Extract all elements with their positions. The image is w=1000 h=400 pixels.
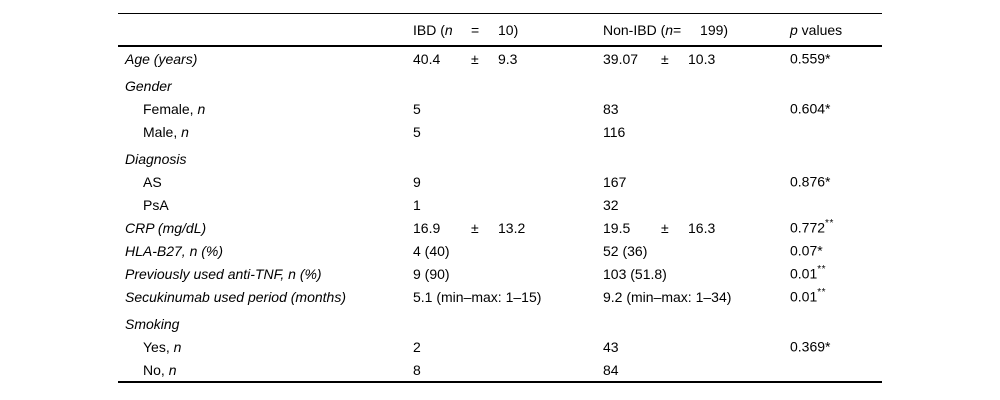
nonibd-value: 43 xyxy=(603,338,619,355)
header-nonibd-count: 199) xyxy=(700,21,729,38)
nonibd-value: 83 xyxy=(603,100,619,117)
ibd-value: 5 xyxy=(413,123,421,140)
row-label: Male, xyxy=(143,123,182,140)
p-significance: ** xyxy=(825,218,834,230)
p-value: 0.07* xyxy=(790,242,823,259)
row-label-n: n xyxy=(173,338,182,355)
table-header-row: IBD (n = 10) Non-IBD (n= 199) p values xyxy=(118,14,882,47)
ibd-value: 2 xyxy=(413,338,421,355)
p-value: 0.772 xyxy=(790,219,826,236)
row-label: Secukinumab used period (months) xyxy=(125,288,347,305)
row-label-n: n xyxy=(197,100,206,117)
table-row-age: Age (years) 40.4 ±9.3 39.07 ±10.3 0.559* xyxy=(118,47,882,70)
nonibd-value: 116 xyxy=(603,123,626,140)
p-value: 0.604* xyxy=(790,100,831,117)
plus-minus: ± xyxy=(471,50,479,67)
header-nonibd-n: n xyxy=(665,21,674,38)
nonibd-value: 39.07 xyxy=(603,50,639,67)
plus-minus: ± xyxy=(661,50,669,67)
nonibd-value: 52 (36) xyxy=(603,242,648,259)
nonibd-sd: 16.3 xyxy=(688,219,716,236)
row-label: No, xyxy=(143,361,169,378)
header-ibd-prefix: IBD ( xyxy=(413,21,445,38)
header-ibd: IBD (n = 10) xyxy=(413,22,603,38)
ibd-value: 1 xyxy=(413,196,421,213)
p-value: 0.369* xyxy=(790,338,831,355)
table-row-gender-section: Gender xyxy=(118,74,882,97)
p-significance: ** xyxy=(817,287,827,299)
nonibd-value: 84 xyxy=(603,361,619,378)
row-label: PsA xyxy=(143,196,169,213)
nonibd-value: 9.2 (min–max: 1–34) xyxy=(603,288,732,305)
header-p-italic: p xyxy=(790,21,798,38)
row-label: Yes, xyxy=(143,338,174,355)
ibd-value: 8 xyxy=(413,361,421,378)
header-p-rest: values xyxy=(797,21,843,38)
ibd-value: 40.4 xyxy=(413,50,441,67)
table-row-smoking-no: No, n 8 84 xyxy=(118,358,882,381)
row-label-n: n xyxy=(181,123,189,140)
ibd-value: 5 xyxy=(413,100,421,117)
nonibd-sd: 10.3 xyxy=(688,50,716,67)
nonibd-value: 32 xyxy=(603,196,619,213)
row-label: CRP (mg/dL) xyxy=(125,219,207,236)
row-label: Gender xyxy=(125,77,172,94)
row-label: AS xyxy=(143,173,162,190)
nonibd-value: 19.5 xyxy=(603,219,631,236)
header-pvalues: p values xyxy=(790,22,882,38)
header-nonibd: Non-IBD (n= 199) xyxy=(603,22,790,38)
table-row-secukinumab: Secukinumab used period (months) 5.1 (mi… xyxy=(118,285,882,308)
plus-minus: ± xyxy=(471,219,479,236)
row-label: Diagnosis xyxy=(125,150,187,167)
header-nonibd-eq: = xyxy=(673,21,682,38)
table-row-female: Female, n 5 83 0.604* xyxy=(118,97,882,120)
ibd-sd: 13.2 xyxy=(498,219,526,236)
nonibd-value: 103 (51.8) xyxy=(603,265,667,282)
table-row-antitnf: Previously used anti-TNF, n (%) 9 (90) 1… xyxy=(118,262,882,285)
header-ibd-count: 10) xyxy=(498,21,519,38)
p-significance: ** xyxy=(817,264,827,276)
ibd-value: 9 xyxy=(413,173,421,190)
p-value: 0.876* xyxy=(790,173,831,190)
ibd-sd: 9.3 xyxy=(498,50,518,67)
table-row-diagnosis-section: Diagnosis xyxy=(118,147,882,170)
ibd-value: 4 (40) xyxy=(413,242,450,259)
row-label: Female, xyxy=(143,100,198,117)
row-label: Age (years) xyxy=(125,50,198,67)
table-row-smoking-yes: Yes, n 2 43 0.369* xyxy=(118,335,882,358)
header-ibd-eq: = xyxy=(471,21,480,38)
header-nonibd-prefix: Non-IBD ( xyxy=(603,21,666,38)
row-label: HLA-B27, n (%) xyxy=(125,242,224,259)
nonibd-value: 167 xyxy=(603,173,627,190)
row-label-n: n xyxy=(168,361,177,378)
plus-minus: ± xyxy=(661,219,669,236)
p-value: 0.559* xyxy=(790,50,831,67)
table-row-as: AS 9 167 0.876* xyxy=(118,170,882,193)
table-row-male: Male, n 5 116 xyxy=(118,120,882,143)
p-value: 0.01 xyxy=(790,288,818,305)
header-ibd-n: n xyxy=(444,21,453,38)
row-label: Smoking xyxy=(125,315,180,332)
ibd-value: 5.1 (min–max: 1–15) xyxy=(413,288,542,305)
comparison-table: IBD (n = 10) Non-IBD (n= 199) p values Age … xyxy=(118,13,882,383)
table-row-psa: PsA 1 32 xyxy=(118,193,882,216)
p-value: 0.01 xyxy=(790,265,818,282)
table-row-crp: CRP (mg/dL) 16.9 ±13.2 19.5 ±16.3 0.772** xyxy=(118,216,882,239)
table-row-smoking-section: Smoking xyxy=(118,312,882,335)
ibd-value: 16.9 xyxy=(413,219,441,236)
ibd-value: 9 (90) xyxy=(413,265,450,282)
table-row-hlab27: HLA-B27, n (%) 4 (40) 52 (36) 0.07* xyxy=(118,239,882,262)
row-label: Previously used anti-TNF, n (%) xyxy=(125,265,322,282)
